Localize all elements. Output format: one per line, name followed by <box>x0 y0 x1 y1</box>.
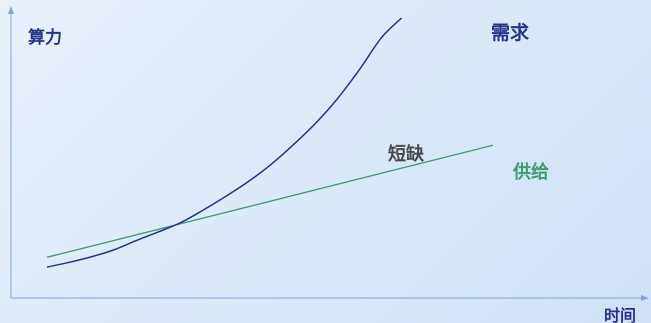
y-axis-label: 算力 <box>27 27 62 48</box>
y-axis-arrow-icon <box>8 6 14 14</box>
x-axis-label: 时间 <box>604 306 636 323</box>
supply-series-line <box>46 144 494 258</box>
supply-series-label: 供给 <box>512 161 549 183</box>
demand-series-line <box>46 17 403 268</box>
x-axis-arrow-icon <box>641 295 649 301</box>
demand-series-label: 需求 <box>491 21 530 44</box>
shortage-annotation: 短缺 <box>388 143 425 165</box>
